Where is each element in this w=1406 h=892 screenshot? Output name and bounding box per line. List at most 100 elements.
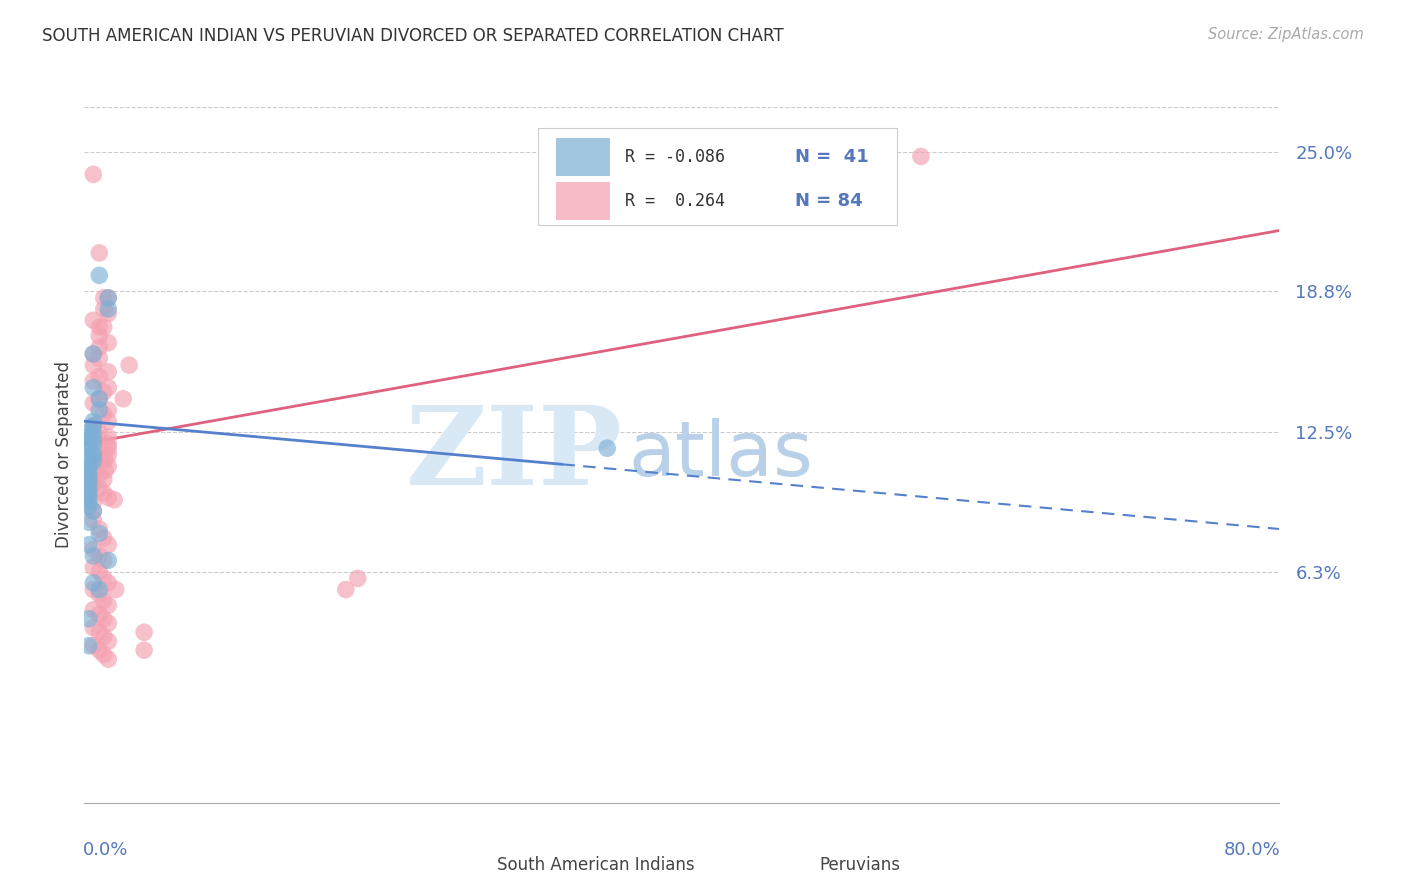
- Point: [89, 351, 111, 366]
- Point: [77, 430, 100, 444]
- Point: [596, 441, 619, 455]
- Point: [82, 347, 104, 361]
- Point: [82, 418, 104, 433]
- Point: [94, 452, 117, 467]
- Point: [910, 149, 932, 163]
- Point: [82, 621, 104, 635]
- Point: [82, 582, 104, 597]
- Point: [77, 538, 100, 552]
- Point: [77, 486, 100, 500]
- Point: [77, 500, 100, 514]
- Point: [89, 482, 111, 496]
- Point: [82, 432, 104, 446]
- Point: [89, 436, 111, 450]
- Point: [82, 450, 104, 465]
- Point: [97, 491, 120, 505]
- Point: [97, 365, 120, 379]
- Point: [97, 436, 120, 450]
- Point: [97, 575, 120, 590]
- Point: [77, 495, 100, 509]
- Point: [82, 542, 104, 557]
- Text: ZIP: ZIP: [405, 401, 621, 508]
- Point: [77, 477, 100, 491]
- Point: [82, 374, 104, 388]
- Point: [89, 268, 111, 283]
- Point: [77, 491, 100, 505]
- Point: [89, 582, 111, 597]
- Point: [112, 392, 135, 406]
- Point: [82, 448, 104, 462]
- Point: [132, 625, 156, 640]
- Point: [82, 167, 104, 181]
- Point: [93, 531, 115, 545]
- Point: [77, 441, 100, 455]
- Point: [89, 369, 111, 384]
- Point: [89, 468, 111, 483]
- Point: [97, 616, 120, 631]
- Point: [97, 291, 120, 305]
- Point: [346, 571, 368, 585]
- Text: atlas: atlas: [628, 418, 813, 491]
- Point: [97, 306, 120, 320]
- Point: [93, 473, 115, 487]
- Bar: [557, 182, 610, 220]
- Point: [97, 599, 120, 613]
- Point: [89, 246, 111, 260]
- Point: [89, 425, 111, 440]
- Point: [77, 452, 100, 467]
- Point: [97, 553, 120, 567]
- Point: [82, 455, 104, 469]
- Point: [89, 549, 111, 563]
- Point: [82, 575, 104, 590]
- Point: [89, 643, 111, 657]
- Point: [82, 396, 104, 410]
- Point: [82, 418, 104, 433]
- Point: [97, 441, 120, 455]
- Text: N =  41: N = 41: [796, 148, 869, 166]
- Point: [82, 347, 104, 361]
- Point: [82, 358, 104, 372]
- Text: 0.0%: 0.0%: [83, 841, 128, 859]
- Point: [82, 436, 104, 450]
- Point: [77, 482, 100, 496]
- Point: [97, 414, 120, 428]
- Point: [93, 612, 115, 626]
- Text: R =  0.264: R = 0.264: [624, 192, 724, 210]
- Point: [97, 381, 120, 395]
- Point: [93, 648, 115, 662]
- Point: [89, 329, 111, 343]
- Point: [103, 492, 125, 507]
- Point: [82, 381, 104, 395]
- Bar: [443, 855, 491, 880]
- Text: R = -0.086: R = -0.086: [624, 148, 724, 166]
- Point: [82, 549, 104, 563]
- Point: [93, 320, 115, 334]
- Point: [97, 403, 120, 417]
- Text: South American Indians: South American Indians: [496, 856, 695, 874]
- Point: [77, 639, 100, 653]
- Bar: [557, 138, 610, 177]
- FancyBboxPatch shape: [538, 128, 897, 226]
- Point: [77, 468, 100, 483]
- Bar: [765, 855, 814, 880]
- Point: [97, 459, 120, 474]
- Point: [82, 504, 104, 518]
- Point: [97, 448, 120, 462]
- Point: [77, 515, 100, 529]
- Point: [89, 526, 111, 541]
- Point: [97, 301, 120, 316]
- Point: [89, 522, 111, 536]
- Point: [89, 340, 111, 354]
- Point: [97, 652, 120, 666]
- Point: [89, 403, 111, 417]
- Point: [89, 565, 111, 579]
- Point: [93, 571, 115, 585]
- Point: [89, 392, 111, 406]
- Point: [82, 560, 104, 574]
- Text: N = 84: N = 84: [796, 192, 863, 210]
- Text: Peruvians: Peruvians: [820, 856, 900, 874]
- Y-axis label: Divorced or Separated: Divorced or Separated: [55, 361, 73, 549]
- Point: [335, 582, 357, 597]
- Point: [77, 473, 100, 487]
- Point: [132, 643, 156, 657]
